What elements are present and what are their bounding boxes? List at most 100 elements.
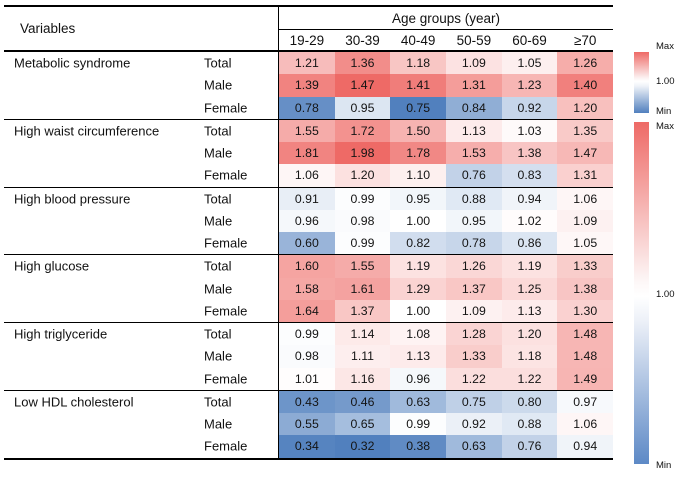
heatmap-cell: 1.13 [390,345,447,368]
heatmap-cell: 1.13 [446,119,502,142]
heatmap-cell: 1.08 [390,323,447,346]
heatmap-cell: 0.94 [557,435,614,458]
heatmap-cell: 1.31 [557,164,614,187]
heatmap-cell: 1.16 [334,367,391,390]
heatmap-cell: 1.61 [334,277,391,300]
heatmap-cell: 0.88 [446,187,502,210]
variables-header-label: Variables [20,21,76,36]
age-column-header: 19-29 [289,32,325,48]
age-groups-title-label: Age groups (year) [391,10,501,26]
heatmap-cell: 0.92 [446,413,502,436]
heatmap-cell: 0.76 [501,435,558,458]
heatmap-row: 1.55 1.72 1.50 1.13 1.03 1.35 [278,119,614,142]
heatmap-cell: 1.31 [446,74,502,97]
age-column-header: 30-39 [345,32,380,48]
heatmap-cell: 1.25 [501,277,558,300]
heatmap-cell: 1.33 [446,345,502,368]
sex-label: Female [204,303,248,319]
heatmap-cell: 1.00 [390,299,447,322]
heatmap-cell: 1.26 [557,52,614,75]
table-row: High triglyceride Total 0.99 1.14 1.08 1.28 1.… [4,323,614,346]
variable-name: High glucose [14,258,90,274]
row-label-cell: Male [4,209,278,232]
table-row: Male 1.39 1.47 1.41 1.31 1.23 1.40 [4,74,614,97]
colorbar-metabolic-syndrome [634,52,649,113]
heatmap-cell: 1.98 [334,142,391,165]
heatmap-row: 0.34 0.32 0.38 0.63 0.76 0.94 [278,435,614,458]
table-row: High waist circumference Total 1.55 1.72 1.5… [4,119,614,142]
variable-name: High waist circumference [14,123,160,139]
heatmap-cell: 1.06 [279,164,335,187]
table-body: Metabolic syndrome Total 1.21 1.36 1.18 1.09 1… [4,52,614,458]
heatmap-cell: 0.65 [334,413,391,436]
age-column-header: 40-49 [400,32,436,48]
heatmap-cell: 0.95 [446,209,502,232]
heatmap-cell: 1.33 [557,255,614,278]
sex-label: Male [204,77,233,93]
variables-header-cell: Variables [4,7,278,50]
variable-group: High waist circumference Total 1.55 1.72 1.5… [4,118,614,187]
heatmap-cell: 1.60 [279,255,335,278]
heatmap-cell: 1.64 [279,299,335,322]
heatmap-cell: 0.96 [390,367,447,390]
heatmap-cell: 1.20 [334,164,391,187]
sex-label: Total [204,258,232,274]
heatmap-cell: 1.05 [501,52,558,75]
heatmap-cell: 1.19 [501,255,558,278]
table-row: Female 0.60 0.99 0.82 0.78 0.86 1.05 [4,232,614,255]
heatmap-cell: 0.78 [279,96,335,119]
table-row: Low HDL cholesterol Total 0.43 0.46 0.63 0.75… [4,390,614,413]
colorbar1-mid-label: 1.00 [656,76,675,87]
heatmap-cell: 0.92 [501,96,558,119]
heatmap-cell: 1.09 [446,52,502,75]
heatmap-cell: 0.75 [390,96,447,119]
variable-name: High triglyceride [14,326,108,342]
sex-label: Total [204,123,232,139]
heatmap-row: 1.06 1.20 1.10 0.76 0.83 1.31 [278,164,614,187]
heatmap-cell: 1.20 [501,323,558,346]
table-header: Variables Age groups (year) 19-29 30-39 40… [4,7,613,52]
heatmap-cell: 1.26 [446,255,502,278]
heatmap-row: 0.78 0.95 0.75 0.84 0.92 1.20 [278,96,614,119]
row-label-cell: Female [4,299,278,322]
table-row: Male 0.55 0.65 0.99 0.92 0.88 1.06 [4,413,614,436]
heatmap-cell: 1.48 [557,345,614,368]
colorbar2-min-label: Min [656,460,672,471]
heatmap-cell: 1.36 [334,52,391,75]
heatmap-cell: 0.32 [334,435,391,458]
row-label-cell: Male [4,74,278,97]
heatmap-cell: 1.38 [501,142,558,165]
heatmap-cell: 1.09 [557,209,614,232]
heatmap-row: 0.43 0.46 0.63 0.75 0.80 0.97 [278,390,614,413]
sex-label: Total [204,191,232,207]
table-row: Female 1.06 1.20 1.10 0.76 0.83 1.31 [4,164,614,187]
heatmap-cell: 1.23 [501,74,558,97]
heatmap-cell: 0.46 [334,390,391,413]
table-row: High blood pressure Total 0.91 0.99 0.95 0.88… [4,187,614,210]
row-label-cell: High waist circumference Total [4,119,278,142]
row-label-cell: High blood pressure Total [4,187,278,210]
heatmap-cell: 1.72 [334,119,391,142]
heatmap-cell: 1.37 [334,299,391,322]
heatmap-cell: 1.41 [390,74,447,97]
heatmap-cell: 1.06 [557,187,614,210]
heatmap-cell: 1.09 [446,299,502,322]
heatmap-cell: 1.48 [557,323,614,346]
heatmap-cell: 0.99 [279,323,335,346]
row-label-cell: Male [4,142,278,165]
row-label-cell: Male [4,345,278,368]
table-row: Male 1.58 1.61 1.29 1.37 1.25 1.38 [4,277,614,300]
sex-label: Female [204,167,248,183]
heatmap-cell: 1.22 [501,367,558,390]
variable-name: Metabolic syndrome [14,55,131,71]
heatmap-cell: 1.38 [557,277,614,300]
heatmap-cell: 1.53 [446,142,502,165]
heatmap-cell: 0.84 [446,96,502,119]
heatmap-cell: 0.99 [390,413,447,436]
heatmap-cell: 1.78 [390,142,447,165]
heatmap-row: 0.55 0.65 0.99 0.92 0.88 1.06 [278,413,614,436]
heatmap-cell: 1.29 [390,277,447,300]
row-label-cell: High triglyceride Total [4,323,278,346]
heatmap-cell: 0.63 [446,435,502,458]
